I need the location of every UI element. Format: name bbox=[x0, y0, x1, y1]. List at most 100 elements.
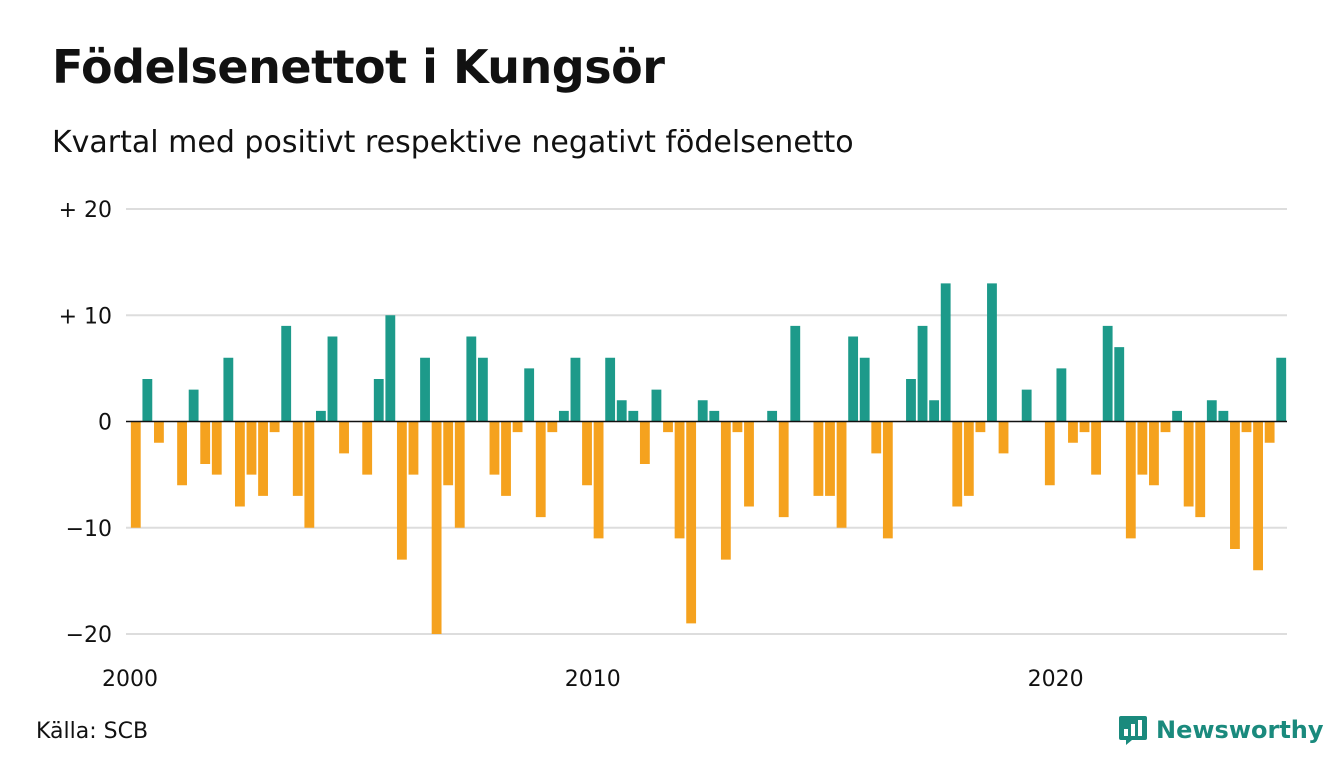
bar-positive bbox=[466, 336, 477, 422]
bar-negative bbox=[246, 421, 257, 475]
bar-positive bbox=[1056, 368, 1067, 422]
bar-positive bbox=[1172, 410, 1182, 422]
bar-negative bbox=[1183, 421, 1194, 507]
bar-negative bbox=[882, 421, 893, 539]
bar-negative bbox=[1253, 421, 1263, 571]
bar-positive bbox=[281, 325, 292, 422]
bar-positive bbox=[697, 400, 708, 422]
bar-negative bbox=[535, 421, 546, 518]
bar-positive bbox=[859, 357, 870, 422]
bar-negative bbox=[1079, 421, 1090, 433]
bar-positive bbox=[420, 357, 430, 422]
bar-negative bbox=[454, 421, 465, 528]
x-tick-label: 2020 bbox=[1028, 667, 1084, 692]
bar-positive bbox=[524, 368, 535, 422]
bar-positive bbox=[605, 357, 616, 422]
bar-negative bbox=[674, 421, 685, 539]
bar-positive bbox=[790, 325, 801, 422]
bar-positive bbox=[327, 336, 338, 422]
bar-negative bbox=[1125, 421, 1136, 539]
bar-negative bbox=[154, 421, 164, 443]
bar-negative bbox=[1149, 421, 1159, 486]
x-tick-label: 2010 bbox=[565, 667, 621, 692]
y-tick-label: + 10 bbox=[59, 304, 112, 329]
bar-positive bbox=[1114, 347, 1125, 422]
y-tick-label: + 20 bbox=[59, 198, 112, 223]
bar-positive bbox=[616, 400, 627, 422]
bar-negative bbox=[582, 421, 592, 486]
source-note: Källa: SCB bbox=[36, 719, 149, 744]
bar-negative bbox=[304, 421, 315, 528]
bar-positive bbox=[929, 400, 940, 422]
bar-positive bbox=[1021, 389, 1032, 422]
brand-name: Newsworthy bbox=[1156, 716, 1324, 744]
bar-negative bbox=[235, 421, 245, 507]
bar-negative bbox=[269, 421, 280, 433]
brand-logo: Newsworthy bbox=[1118, 714, 1324, 746]
bar-negative bbox=[720, 421, 731, 560]
bar-positive bbox=[558, 410, 569, 422]
newsworthy-logo-icon bbox=[1119, 716, 1147, 745]
bar-negative bbox=[200, 421, 211, 464]
bar-positive bbox=[223, 357, 234, 422]
bar-negative bbox=[292, 421, 303, 496]
bar-negative bbox=[1137, 421, 1148, 475]
x-tick-label: 2000 bbox=[102, 667, 158, 692]
gridlines bbox=[126, 208, 1287, 635]
bar-chart: + 20 + 10 0 −10 −20 2000 2010 2020 bbox=[59, 198, 1287, 692]
bar-positive bbox=[767, 410, 778, 422]
bar-negative bbox=[871, 421, 882, 454]
bar-negative bbox=[836, 421, 847, 528]
y-axis-ticks: + 20 + 10 0 −10 −20 bbox=[59, 198, 112, 648]
bar-positive bbox=[1276, 357, 1287, 422]
bar-negative bbox=[1044, 421, 1055, 486]
bar-negative bbox=[825, 421, 835, 496]
bar-positive bbox=[373, 379, 384, 422]
bar-negative bbox=[593, 421, 604, 539]
bar-negative bbox=[813, 421, 824, 496]
y-tick-label: −20 bbox=[66, 623, 112, 648]
bar-negative bbox=[1091, 421, 1102, 475]
bar-negative bbox=[952, 421, 963, 507]
bar-negative bbox=[431, 421, 442, 634]
bar-positive bbox=[477, 357, 488, 422]
bar-negative bbox=[501, 421, 511, 496]
bar-positive bbox=[1218, 410, 1229, 422]
bar-negative bbox=[512, 421, 523, 433]
chart-title: Födelsenettot i Kungsör bbox=[52, 40, 665, 94]
bar-positive bbox=[906, 379, 916, 422]
bar-negative bbox=[639, 421, 650, 464]
bar-negative bbox=[975, 421, 986, 433]
bar-negative bbox=[686, 421, 697, 624]
y-tick-label: 0 bbox=[98, 411, 112, 436]
bar-negative bbox=[211, 421, 222, 475]
bar-positive bbox=[709, 410, 720, 422]
bar-negative bbox=[1068, 421, 1078, 443]
bar-positive bbox=[142, 379, 153, 422]
x-axis-ticks: 2000 2010 2020 bbox=[102, 667, 1084, 692]
bar-negative bbox=[489, 421, 500, 475]
bar-negative bbox=[732, 421, 743, 433]
bar-positive bbox=[188, 389, 199, 422]
y-tick-label: −10 bbox=[66, 517, 112, 542]
bar-positive bbox=[940, 283, 951, 422]
bar-negative bbox=[130, 421, 141, 528]
bar-positive bbox=[385, 315, 396, 422]
bar-negative bbox=[443, 421, 454, 486]
bar-negative bbox=[744, 421, 754, 507]
bar-positive bbox=[315, 410, 326, 422]
bar-positive bbox=[651, 389, 662, 422]
bar-negative bbox=[1160, 421, 1171, 433]
bar-negative bbox=[963, 421, 974, 496]
bar-negative bbox=[177, 421, 187, 486]
bar-negative bbox=[1195, 421, 1206, 518]
bar-positive bbox=[570, 357, 581, 422]
bar-negative bbox=[1241, 421, 1252, 433]
chart-subtitle: Kvartal med positivt respektive negativt… bbox=[52, 125, 854, 160]
bar-positive bbox=[987, 283, 997, 422]
bar-positive bbox=[628, 410, 639, 422]
bar-negative bbox=[258, 421, 268, 496]
bar-negative bbox=[547, 421, 558, 433]
bar-negative bbox=[998, 421, 1009, 454]
bar-negative bbox=[663, 421, 673, 433]
